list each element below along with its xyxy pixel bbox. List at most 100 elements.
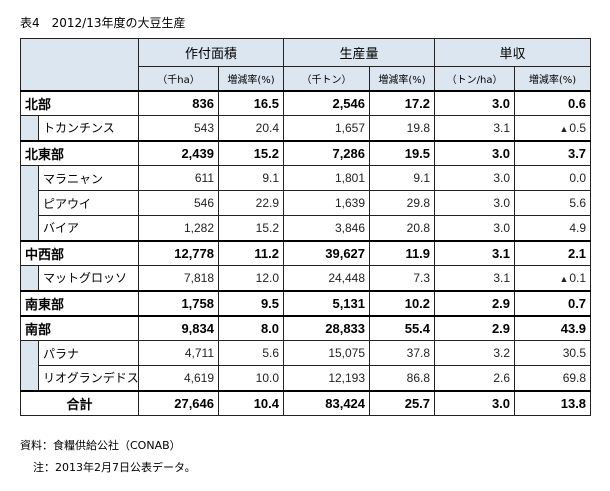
indent-cell (20, 215, 39, 241)
yield-rate-text: 69.8 (562, 370, 587, 385)
header-yield-rate: 増減率(%) (514, 66, 592, 91)
indent-cell (20, 190, 39, 216)
yield-value: 3.0 (434, 389, 516, 416)
production-value: 5,131 (283, 289, 371, 316)
yield-rate-value: 13.8 (514, 389, 592, 416)
production-value: 15,075 (283, 340, 371, 366)
area-rate-value: 10.0 (217, 365, 285, 391)
yield-rate-value: 0.0 (514, 165, 592, 191)
area-value: 543 (138, 115, 219, 141)
production-rate-value: 7.3 (369, 265, 436, 291)
region-row: 北東部 2,439 15.2 7,286 19.5 3.0 3.7 (20, 139, 592, 166)
area-value: 1,282 (138, 215, 219, 241)
area-rate-value: 12.0 (217, 265, 285, 291)
yield-rate-value: ▲0.5 (514, 115, 592, 141)
row-name: 北東部 (20, 139, 139, 166)
area-rate-value: 8.0 (217, 314, 285, 341)
state-row: パラナ 4,711 5.6 15,075 37.8 3.2 30.5 (20, 340, 592, 366)
production-value: 1,801 (283, 165, 371, 191)
yield-rate-text: 3.7 (567, 145, 587, 161)
yield-value: 3.1 (434, 239, 516, 266)
header-area-unit: （千ha） (138, 66, 219, 91)
decrease-triangle-icon: ▲ (559, 123, 569, 134)
indent-cell (20, 265, 39, 291)
yield-value: 3.0 (434, 165, 516, 191)
state-row: トカンチンス 543 20.4 1,657 19.8 3.1 ▲0.5 (20, 115, 592, 141)
yield-value: 3.1 (434, 115, 516, 141)
area-rate-value: 20.4 (217, 115, 285, 141)
production-value: 1,639 (283, 190, 371, 216)
state-row: マットグロッソ 7,818 12.0 24,448 7.3 3.1 ▲0.1 (20, 265, 592, 291)
yield-rate-value: 0.7 (514, 289, 592, 316)
header-area: 作付面積 (137, 38, 285, 67)
area-value: 27,646 (138, 389, 219, 416)
area-rate-value: 16.5 (217, 89, 285, 116)
yield-rate-value: 4.9 (514, 215, 592, 241)
row-name: 中西部 (20, 239, 139, 266)
yield-value: 2.9 (434, 314, 516, 341)
row-name: バイア (38, 215, 139, 241)
yield-value: 2.9 (434, 289, 516, 316)
row-name: 南部 (20, 314, 139, 341)
production-rate-value: 55.4 (369, 314, 436, 341)
decrease-triangle-icon: ▲ (559, 273, 569, 284)
production-value: 1,657 (283, 115, 371, 141)
area-rate-value: 15.2 (217, 215, 285, 241)
area-value: 546 (138, 190, 219, 216)
yield-value: 2.6 (434, 365, 516, 391)
production-rate-value: 37.8 (369, 340, 436, 366)
yield-rate-text: 0.7 (567, 295, 587, 311)
area-value: 4,711 (138, 340, 219, 366)
yield-rate-value: ▲0.1 (514, 265, 592, 291)
region-row: 中西部 12,778 11.2 39,627 11.9 3.1 2.1 (20, 239, 592, 266)
row-name: リオグランデドスル (38, 365, 139, 391)
yield-value: 3.0 (434, 139, 516, 166)
indent-cell (20, 365, 39, 391)
row-name: 北部 (20, 89, 139, 116)
production-rate-value: 86.8 (369, 365, 436, 391)
production-rate-value: 9.1 (369, 165, 436, 191)
indent-cell (20, 165, 39, 191)
yield-rate-value: 2.1 (514, 239, 592, 266)
row-name: マラニャン (38, 165, 139, 191)
yield-rate-value: 0.6 (514, 89, 592, 116)
area-value: 12,778 (138, 239, 219, 266)
row-name: パラナ (38, 340, 139, 366)
header-area-rate: 増減率(%) (217, 66, 285, 91)
area-value: 4,619 (138, 365, 219, 391)
row-name: トカンチンス (38, 115, 139, 141)
production-rate-value: 11.9 (369, 239, 436, 266)
region-row: 南東部 1,758 9.5 5,131 10.2 2.9 0.7 (20, 289, 592, 316)
area-value: 9,834 (138, 314, 219, 341)
date-note: 注：2013年2月7日公表データ。 (33, 461, 196, 474)
production-rate-value: 25.7 (369, 389, 436, 416)
production-value: 28,833 (283, 314, 371, 341)
row-name: 南東部 (20, 289, 139, 316)
yield-rate-text: 13.8 (560, 395, 587, 411)
production-rate-value: 19.5 (369, 139, 436, 166)
yield-rate-text: 0.0 (569, 171, 587, 185)
production-value: 24,448 (283, 265, 371, 291)
area-value: 2,439 (138, 139, 219, 166)
yield-rate-value: 3.7 (514, 139, 592, 166)
yield-rate-text: 5.6 (569, 196, 587, 210)
source-note: 資料：食糧供給公社（CONAB） (20, 439, 181, 452)
header-prod-rate: 増減率(%) (369, 66, 436, 91)
area-rate-value: 11.2 (217, 239, 285, 266)
soybean-production-table: 作付面積 生産量 単収 （千ha） 増減率(%) （千トン） 増減率(%) （ト… (20, 38, 592, 416)
yield-rate-text: 30.5 (562, 346, 587, 360)
yield-value: 3.0 (434, 215, 516, 241)
area-rate-value: 10.4 (217, 389, 285, 416)
yield-rate-value: 43.9 (514, 314, 592, 341)
indent-cell (20, 340, 39, 366)
production-rate-value: 17.2 (369, 89, 436, 116)
region-row: 北部 836 16.5 2,546 17.2 3.0 0.6 (20, 89, 592, 116)
yield-rate-text: 0.1 (569, 270, 587, 285)
table-title: 表4 2012/13年度の大豆生産 (20, 16, 186, 30)
yield-rate-value: 69.8 (514, 365, 592, 391)
area-rate-value: 15.2 (217, 139, 285, 166)
yield-rate-text: 0.5 (569, 120, 587, 135)
row-name: ピアウイ (38, 190, 139, 216)
area-rate-value: 5.6 (217, 340, 285, 366)
